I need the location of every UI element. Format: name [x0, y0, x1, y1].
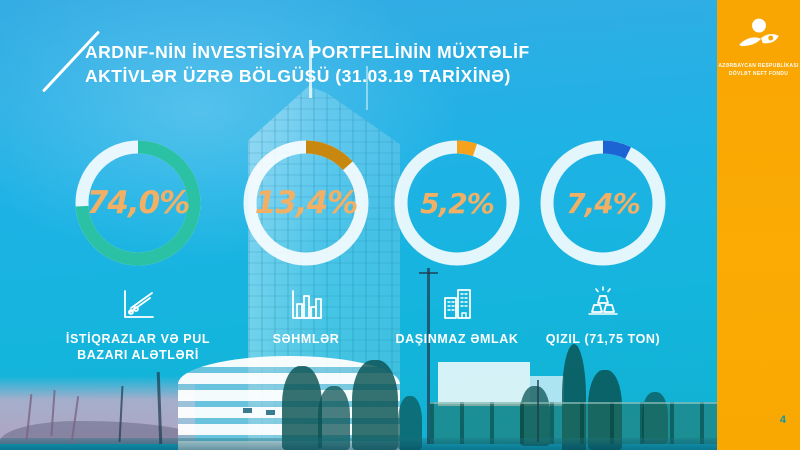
flag [243, 408, 252, 413]
gold-bars-icon [513, 286, 693, 322]
donut-ring [243, 140, 369, 266]
tree-silhouette [352, 360, 398, 450]
road [0, 438, 717, 450]
page-title-line1: ARDNF-NİN İNVESTİSİYA PORTFELİNİN MÜXTƏL… [85, 42, 530, 62]
fence [430, 402, 717, 444]
page-number: 4 [779, 414, 786, 426]
page-title: ARDNF-NİN İNVESTİSİYA PORTFELİNİN MÜXTƏL… [85, 40, 645, 88]
donut-value-bonds: 74,0% [86, 185, 191, 221]
organization-name: AZƏRBAYCAN RESPUBLİKASI DÖVLƏT NEFT FOND… [717, 62, 800, 78]
lamp-pole [537, 380, 539, 442]
sky-glow [0, 0, 460, 260]
brand-sidebar: AZƏRBAYCAN RESPUBLİKASI DÖVLƏT NEFT FOND… [717, 0, 800, 450]
donut-card-bonds: 74,0% İSTİQRAZLAR VƏ PUL BAZARI ALƏTLƏRİ [48, 140, 228, 363]
donut-label-equities: SƏHMLƏR [272, 332, 340, 346]
organization-name-line1: AZƏRBAYCAN RESPUBLİKASI [718, 63, 799, 69]
donut-chart-bonds: 74,0% [75, 140, 201, 266]
buildings-icon [367, 286, 547, 322]
page-title-line2: AKTİVLƏR ÜZRƏ BÖLGÜSÜ (31.03.19 TARİXİNƏ… [85, 66, 511, 86]
donut-label-real-estate: DAŞINMAZ ƏMLAK [395, 332, 519, 346]
donut-value-real-estate: 5,2% [420, 186, 495, 220]
flag [266, 410, 275, 415]
tower-spire [309, 40, 312, 98]
donut-label-gold: QIZIL (71,75 TON) [545, 332, 661, 346]
side-building [438, 362, 530, 406]
donut-card-real-estate: 5,2% DAŞINMAZ ƏMLAK [367, 140, 547, 347]
donut-chart-equities: 13,4% [243, 140, 369, 266]
bar-chart-icon [216, 286, 396, 322]
donut-ring [540, 140, 666, 266]
street-light-pole [419, 268, 438, 444]
donut-value-equities: 13,4% [254, 185, 359, 221]
line-chart-icon [48, 286, 228, 322]
tower-antenna [366, 66, 368, 110]
sofaz-logo-icon [731, 16, 787, 60]
tree-silhouette [282, 366, 322, 450]
donut-ring [75, 140, 201, 266]
donut-ring [394, 140, 520, 266]
sunset-sky [0, 376, 195, 444]
donut-chart-gold: 7,4% [540, 140, 666, 266]
organization-name-line2: DÖVLƏT NEFT FONDU [728, 71, 789, 77]
donut-chart-real-estate: 5,2% [394, 140, 520, 266]
donut-card-equities: 13,4% SƏHMLƏR [216, 140, 396, 347]
donut-card-gold: 7,4% QIZIL (71,75 TON) [513, 140, 693, 347]
donut-label-bonds: İSTİQRAZLAR VƏ PUL BAZARI ALƏTLƏRİ [65, 332, 211, 362]
donut-value-gold: 7,4% [566, 186, 641, 220]
